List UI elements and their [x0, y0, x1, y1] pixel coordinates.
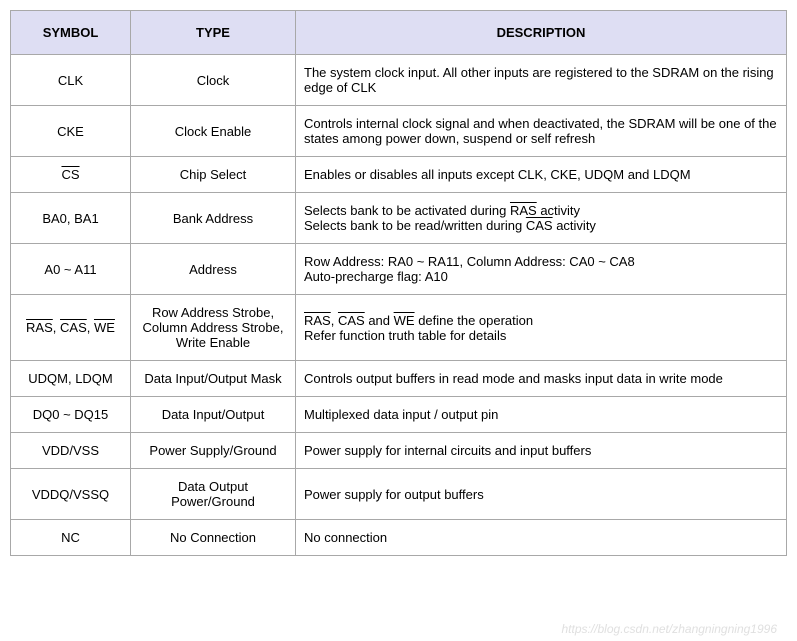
- type-cell: Bank Address: [131, 193, 296, 244]
- watermark-text: https://blog.csdn.net/zhangningning1996: [561, 622, 777, 636]
- description-cell: Controls output buffers in read mode and…: [296, 361, 787, 397]
- table-row: UDQM, LDQMData Input/Output MaskControls…: [11, 361, 787, 397]
- type-cell: Power Supply/Ground: [131, 433, 296, 469]
- type-cell: No Connection: [131, 520, 296, 556]
- header-symbol: SYMBOL: [11, 11, 131, 55]
- description-cell: RAS, CAS and WE define the operationRefe…: [296, 295, 787, 361]
- symbol-cell: BA0, BA1: [11, 193, 131, 244]
- header-type: TYPE: [131, 11, 296, 55]
- type-cell: Address: [131, 244, 296, 295]
- description-cell: Power supply for output buffers: [296, 469, 787, 520]
- table-row: A0 ~ A11AddressRow Address: RA0 ~ RA11, …: [11, 244, 787, 295]
- table-row: BA0, BA1Bank AddressSelects bank to be a…: [11, 193, 787, 244]
- table-row: VDDQ/VSSQData Output Power/GroundPower s…: [11, 469, 787, 520]
- symbol-cell: NC: [11, 520, 131, 556]
- table-row: RAS, CAS, WERow Address Strobe, Column A…: [11, 295, 787, 361]
- type-cell: Data Input/Output: [131, 397, 296, 433]
- symbol-cell: CLK: [11, 55, 131, 106]
- type-cell: Clock Enable: [131, 106, 296, 157]
- table-header: SYMBOL TYPE DESCRIPTION: [11, 11, 787, 55]
- symbol-cell: DQ0 ~ DQ15: [11, 397, 131, 433]
- type-cell: Clock: [131, 55, 296, 106]
- symbol-cell: CKE: [11, 106, 131, 157]
- type-cell: Data Output Power/Ground: [131, 469, 296, 520]
- symbol-cell: CS: [11, 157, 131, 193]
- description-cell: The system clock input. All other inputs…: [296, 55, 787, 106]
- symbol-cell: RAS, CAS, WE: [11, 295, 131, 361]
- type-cell: Data Input/Output Mask: [131, 361, 296, 397]
- description-cell: Enables or disables all inputs except CL…: [296, 157, 787, 193]
- header-description: DESCRIPTION: [296, 11, 787, 55]
- table-row: CKEClock EnableControls internal clock s…: [11, 106, 787, 157]
- description-cell: Controls internal clock signal and when …: [296, 106, 787, 157]
- symbol-cell: A0 ~ A11: [11, 244, 131, 295]
- table-row: CSChip SelectEnables or disables all inp…: [11, 157, 787, 193]
- type-cell: Row Address Strobe, Column Address Strob…: [131, 295, 296, 361]
- pin-description-table: SYMBOL TYPE DESCRIPTION CLKClockThe syst…: [10, 10, 787, 556]
- symbol-cell: UDQM, LDQM: [11, 361, 131, 397]
- description-cell: No connection: [296, 520, 787, 556]
- type-cell: Chip Select: [131, 157, 296, 193]
- description-cell: Multiplexed data input / output pin: [296, 397, 787, 433]
- symbol-cell: VDDQ/VSSQ: [11, 469, 131, 520]
- description-cell: Row Address: RA0 ~ RA11, Column Address:…: [296, 244, 787, 295]
- table-row: CLKClockThe system clock input. All othe…: [11, 55, 787, 106]
- table-row: NCNo ConnectionNo connection: [11, 520, 787, 556]
- table-body: CLKClockThe system clock input. All othe…: [11, 55, 787, 556]
- symbol-cell: VDD/VSS: [11, 433, 131, 469]
- table-row: DQ0 ~ DQ15Data Input/OutputMultiplexed d…: [11, 397, 787, 433]
- description-cell: Power supply for internal circuits and i…: [296, 433, 787, 469]
- description-cell: Selects bank to be activated during RAS …: [296, 193, 787, 244]
- table-row: VDD/VSSPower Supply/GroundPower supply f…: [11, 433, 787, 469]
